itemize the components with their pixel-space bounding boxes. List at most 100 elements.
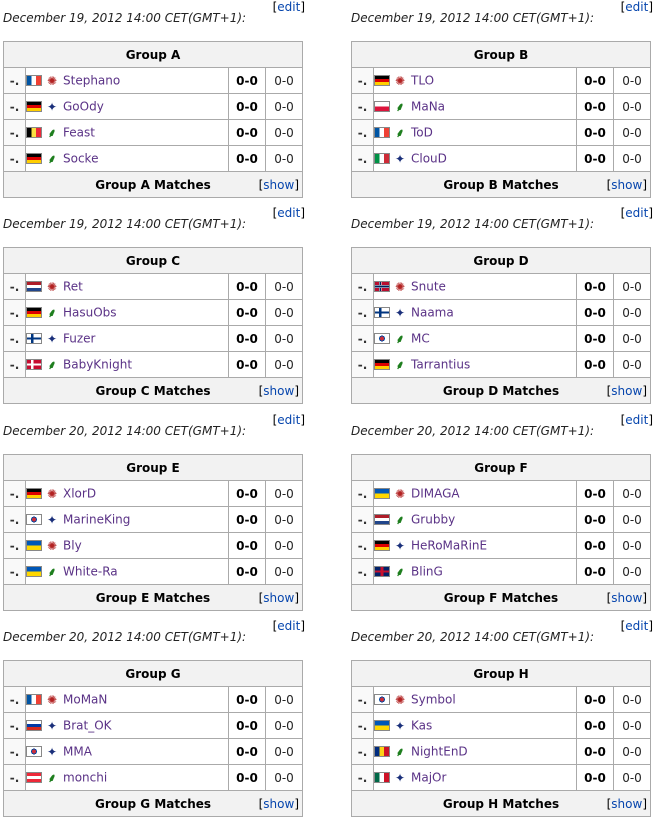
edit-link[interactable]: edit <box>625 413 649 427</box>
player-link[interactable]: BabyKnight <box>63 357 133 372</box>
player-link[interactable]: HeRoMaRinE <box>411 538 488 553</box>
show-link[interactable]: show <box>263 178 295 192</box>
player-row: -. ✺ DIMAGA 0-0 0-0 <box>351 480 651 507</box>
player-link[interactable]: GoOdy <box>63 99 104 114</box>
player-link[interactable]: ToD <box>411 125 433 140</box>
player-link[interactable]: Kas <box>411 718 433 733</box>
protoss-race-icon: ⸙ <box>395 512 405 527</box>
protoss-race-icon: ⸙ <box>47 125 57 140</box>
player-link[interactable]: Symbol <box>411 692 456 707</box>
flag-de-icon <box>374 75 390 87</box>
show-link[interactable]: show <box>263 797 295 811</box>
edit-section: [edit] <box>272 413 305 427</box>
player-cell: ⸙ Socke <box>25 145 229 172</box>
player-link[interactable]: HasuObs <box>63 305 117 320</box>
group-date: December 20, 2012 14:00 CET(GMT+1): <box>351 630 595 644</box>
group-block: December 20, 2012 14:00 CET(GMT+1): [edi… <box>3 413 305 615</box>
player-row: -. ✦ Fuzer 0-0 0-0 <box>3 325 303 352</box>
game-score: 0-0 <box>613 764 651 791</box>
player-link[interactable]: Naama <box>411 305 454 320</box>
player-row: -. ✺ MoMaN 0-0 0-0 <box>3 686 303 713</box>
player-link[interactable]: Socke <box>63 151 99 166</box>
player-link[interactable]: DIMAGA <box>411 486 460 501</box>
player-link[interactable]: Grubby <box>411 512 456 527</box>
game-score: 0-0 <box>265 558 303 585</box>
flag-ru-icon <box>26 720 42 732</box>
protoss-race-icon: ⸙ <box>395 99 405 114</box>
player-cell: ✦ MarineKing <box>25 506 229 533</box>
edit-link[interactable]: edit <box>277 206 301 220</box>
match-score: 0-0 <box>228 686 266 713</box>
player-link[interactable]: NightEnD <box>411 744 468 759</box>
flag-de-icon <box>374 540 390 552</box>
player-link[interactable]: Stephano <box>63 73 121 88</box>
terran-race-icon: ✦ <box>46 718 58 733</box>
player-link[interactable]: MoMaN <box>63 692 108 707</box>
player-link[interactable]: White-Ra <box>63 564 118 579</box>
player-cell: ⸙ monchi <box>25 764 229 791</box>
player-link[interactable]: Fuzer <box>63 331 96 346</box>
group-table: Group H -. ✺ Symbol 0-0 0-0 -. ✦ Kas 0-0 0… <box>351 660 651 817</box>
player-link[interactable]: monchi <box>63 770 108 785</box>
position-cell: -. <box>351 67 374 94</box>
position-cell: -. <box>3 325 26 352</box>
position-cell: -. <box>3 712 26 739</box>
player-link[interactable]: Feast <box>63 125 95 140</box>
player-link[interactable]: MC <box>411 331 430 346</box>
player-link[interactable]: MaNa <box>411 99 446 114</box>
player-link[interactable]: TLO <box>411 73 435 88</box>
player-row: -. ✦ MMA 0-0 0-0 <box>3 738 303 765</box>
player-cell: ✦ Brat_OK <box>25 712 229 739</box>
group-matches-label: Group B Matches <box>443 177 559 192</box>
group-matches-footer: Group D Matches [show] <box>351 377 651 404</box>
group-date: December 19, 2012 14:00 CET(GMT+1): <box>351 11 595 25</box>
player-link[interactable]: MMA <box>63 744 92 759</box>
edit-link[interactable]: edit <box>625 0 649 14</box>
player-link[interactable]: MajOr <box>411 770 447 785</box>
zerg-race-icon: ✺ <box>46 692 58 707</box>
game-score: 0-0 <box>265 506 303 533</box>
show-link[interactable]: show <box>611 797 643 811</box>
terran-race-icon: ✦ <box>394 770 406 785</box>
show-link[interactable]: show <box>611 178 643 192</box>
player-row: -. ⸙ NightEnD 0-0 0-0 <box>351 738 651 765</box>
player-link[interactable]: Snute <box>411 279 446 294</box>
show-link[interactable]: show <box>263 591 295 605</box>
show-link[interactable]: show <box>611 384 643 398</box>
player-cell: ⸙ MaNa <box>373 93 577 120</box>
player-cell: ⸙ White-Ra <box>25 558 229 585</box>
player-link[interactable]: Bly <box>63 538 82 553</box>
player-link[interactable]: Ret <box>63 279 83 294</box>
player-row: -. ⸙ HasuObs 0-0 0-0 <box>3 299 303 326</box>
group-matches-label: Group C Matches <box>95 383 211 398</box>
match-score: 0-0 <box>228 506 266 533</box>
player-link[interactable]: MarineKing <box>63 512 131 527</box>
zerg-race-icon: ✺ <box>394 692 406 707</box>
game-score: 0-0 <box>265 351 303 378</box>
player-link[interactable]: XlorD <box>63 486 97 501</box>
edit-link[interactable]: edit <box>277 413 301 427</box>
player-link[interactable]: BlinG <box>411 564 443 579</box>
match-score: 0-0 <box>228 299 266 326</box>
show-toggle: [show] <box>606 797 647 811</box>
terran-race-icon: ✦ <box>394 305 406 320</box>
show-link[interactable]: show <box>263 384 295 398</box>
edit-link[interactable]: edit <box>277 619 301 633</box>
player-link[interactable]: Tarrantius <box>411 357 471 372</box>
show-link[interactable]: show <box>611 591 643 605</box>
flag-kr-icon <box>374 333 390 345</box>
player-cell: ⸙ BlinG <box>373 558 577 585</box>
game-score: 0-0 <box>265 712 303 739</box>
flag-at-icon <box>26 772 42 784</box>
position-cell: -. <box>3 764 26 791</box>
edit-link[interactable]: edit <box>277 0 301 14</box>
edit-link[interactable]: edit <box>625 619 649 633</box>
flag-nl-icon <box>374 514 390 526</box>
match-score: 0-0 <box>576 299 614 326</box>
player-cell: ⸙ HasuObs <box>25 299 229 326</box>
player-link[interactable]: Brat_OK <box>63 718 112 733</box>
match-score: 0-0 <box>576 532 614 559</box>
match-score: 0-0 <box>228 93 266 120</box>
player-link[interactable]: ClouD <box>411 151 447 166</box>
edit-link[interactable]: edit <box>625 206 649 220</box>
